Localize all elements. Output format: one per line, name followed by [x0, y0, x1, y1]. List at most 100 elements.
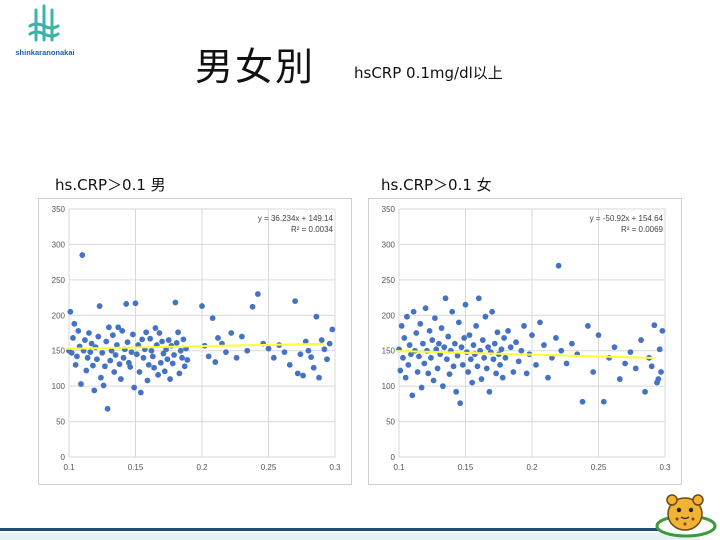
data-point	[426, 327, 433, 334]
data-point	[459, 361, 466, 368]
data-point	[233, 354, 240, 361]
data-point	[103, 338, 110, 345]
data-point	[175, 329, 181, 336]
data-point	[313, 313, 320, 320]
data-point	[83, 367, 90, 374]
data-point	[160, 350, 167, 357]
data-point	[286, 361, 293, 368]
data-point	[595, 332, 602, 339]
data-point	[469, 379, 476, 386]
data-point	[404, 313, 410, 320]
trendline-male	[66, 342, 325, 350]
data-point	[481, 354, 488, 361]
data-point	[611, 344, 618, 351]
data-point	[483, 365, 490, 372]
data-point	[414, 369, 421, 375]
data-point	[470, 342, 477, 348]
data-point	[129, 331, 136, 338]
data-point	[416, 353, 422, 360]
data-point	[72, 361, 79, 368]
data-point	[95, 333, 102, 340]
data-point	[408, 351, 414, 358]
data-point	[579, 398, 586, 405]
data-point	[90, 362, 96, 369]
data-point	[321, 346, 328, 353]
data-point	[545, 374, 551, 381]
data-point	[478, 376, 485, 382]
data-point	[491, 340, 498, 347]
data-point	[420, 340, 426, 347]
data-point	[329, 326, 336, 333]
x-tick-label: 0.25	[261, 463, 277, 472]
data-point	[127, 364, 134, 370]
data-point	[549, 354, 555, 361]
data-point	[405, 361, 412, 368]
y-tick-label: 50	[56, 418, 65, 427]
chart-title-female: hs.CRP＞0.1 女	[381, 176, 492, 194]
data-point	[438, 325, 445, 331]
data-point	[490, 356, 497, 363]
data-point	[302, 338, 309, 345]
data-point	[96, 303, 103, 309]
data-point	[638, 337, 644, 343]
y-tick-label: 200	[382, 311, 396, 320]
y-tick-label: 350	[52, 205, 66, 214]
data-point	[136, 369, 143, 375]
data-point	[215, 335, 221, 341]
data-point	[67, 308, 74, 315]
data-point	[474, 363, 481, 370]
data-point	[584, 323, 591, 329]
data-point	[113, 342, 120, 348]
y-tick-label: 0	[61, 453, 66, 462]
data-point	[239, 333, 245, 340]
data-point	[172, 299, 179, 306]
x-tick-label: 0.25	[591, 463, 607, 472]
data-point	[254, 291, 261, 297]
data-point	[493, 370, 499, 377]
x-tick-label: 0.15	[128, 463, 144, 472]
data-point	[144, 377, 151, 384]
data-point	[167, 376, 173, 382]
data-point	[590, 369, 597, 375]
y-tick-label: 350	[382, 205, 396, 214]
tuning-fork-logo-icon: shinkaranonakai	[15, 4, 75, 57]
data-point	[659, 327, 666, 334]
data-point	[466, 332, 473, 339]
data-point	[199, 303, 205, 309]
data-point	[450, 363, 457, 370]
data-point	[510, 369, 517, 375]
leopard-mascot-icon	[655, 494, 717, 538]
data-point	[616, 376, 623, 382]
y-tick-label: 150	[52, 347, 66, 356]
data-point	[169, 360, 176, 367]
trendline-female	[396, 349, 655, 359]
data-point	[553, 335, 559, 341]
x-tick-label: 0.15	[458, 463, 474, 472]
data-point	[88, 340, 95, 347]
data-point	[79, 252, 86, 258]
data-point	[94, 356, 100, 363]
data-point	[477, 347, 484, 354]
data-point	[429, 337, 436, 343]
data-point	[473, 323, 480, 329]
data-point	[326, 340, 333, 347]
data-point	[308, 354, 314, 360]
scatter-plot-male: 0 50 100 150 200 250 300 350 0.1 0.15 0.2 0.25 0.3 y …	[52, 205, 341, 472]
data-point	[486, 388, 493, 395]
scatter-plot-female: 0 50 100 150 200 250 300 350 0.1 0.15 0.2 0.25 0.3 y …	[382, 205, 671, 472]
data-point	[106, 324, 112, 331]
data-point	[104, 405, 111, 412]
data-point	[71, 320, 78, 327]
data-point	[658, 369, 664, 375]
data-point	[569, 340, 575, 347]
data-point	[137, 389, 144, 396]
data-point	[223, 349, 229, 356]
x-tick-label: 0.3	[329, 463, 341, 472]
data-point	[98, 374, 104, 381]
data-point	[91, 387, 98, 394]
data-point	[398, 323, 405, 329]
data-point	[397, 367, 404, 374]
page-subtitle: hsCRP 0.1mg/dl以上	[354, 64, 503, 82]
data-point	[86, 330, 92, 336]
scatter-chart-female: 0 50 100 150 200 250 300 350 0.1 0.15 0.2 0.25 0.3 y …	[368, 198, 682, 485]
